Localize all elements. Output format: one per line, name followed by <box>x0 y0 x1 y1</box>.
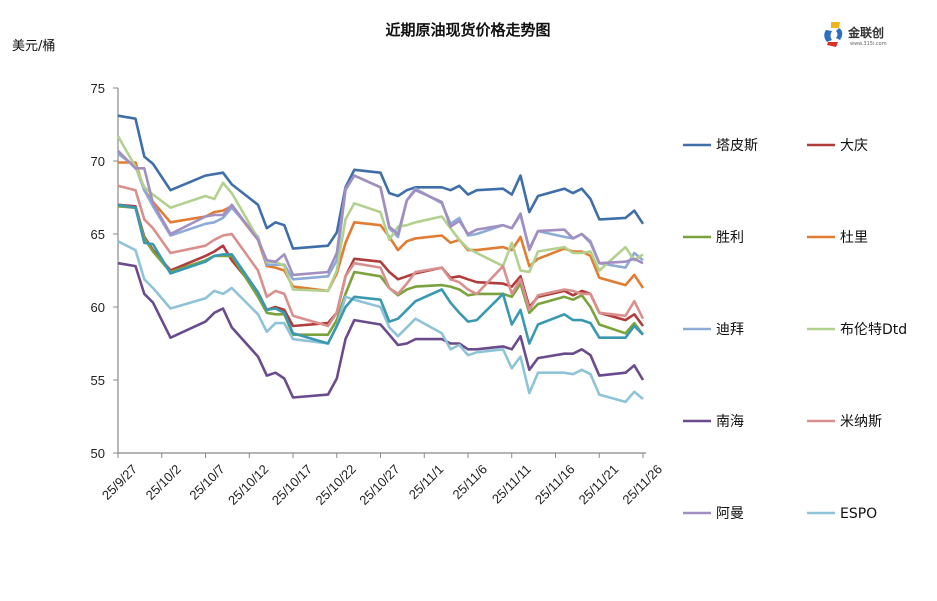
legend-item: ESPO <box>807 506 877 522</box>
x-tick-label: 25/10/12 <box>225 462 271 508</box>
x-tick-label: 25/10/22 <box>312 462 358 508</box>
legend-label: 米纳斯 <box>840 414 882 430</box>
legend-label: 杜里 <box>840 230 868 246</box>
series-line-大庆 <box>117 203 645 328</box>
x-tick-label: 25/11/1 <box>406 462 447 503</box>
series-lines <box>116 114 645 404</box>
series-line-ESPO <box>117 240 644 404</box>
series-line-塔皮斯 <box>117 114 645 250</box>
legend-item: 大庆 <box>807 138 868 154</box>
series-line-布伦特Dtd <box>116 135 644 293</box>
series-line-南海 <box>117 261 645 399</box>
y-tick-label: 55 <box>91 373 105 388</box>
x-tick-label: 25/11/11 <box>489 462 534 507</box>
legend-item: 米纳斯 <box>807 414 882 430</box>
legend-label: ESPO <box>840 506 877 522</box>
y-tick-label: 65 <box>91 227 105 242</box>
y-tick-label: 60 <box>91 300 105 315</box>
y-axis-unit-label: 美元/桶 <box>12 39 55 54</box>
legend-item: 胜利 <box>683 230 744 246</box>
x-tick-label: 25/9/27 <box>99 462 140 503</box>
series-line-unlabeled <box>117 203 644 345</box>
legend-label: 南海 <box>716 414 744 430</box>
chart-title: 近期原油现货价格走势图 <box>385 21 550 39</box>
x-tick-label: 25/11/21 <box>576 462 622 508</box>
logo: 金联创 www.315i.com <box>824 22 887 47</box>
series-line-阿曼 <box>117 149 644 277</box>
y-tick-label: 70 <box>91 154 105 169</box>
legend-item: 迪拜 <box>683 322 744 338</box>
x-tick-label: 25/11/16 <box>532 462 578 508</box>
legend-item: 杜里 <box>807 230 868 246</box>
y-tick-label: 50 <box>91 446 105 461</box>
logo-mark-icon <box>824 22 843 47</box>
legend-label: 大庆 <box>840 138 868 154</box>
legend-label: 布伦特Dtd <box>840 322 907 338</box>
legend-label: 阿曼 <box>716 506 744 522</box>
legend-item: 阿曼 <box>683 506 744 522</box>
y-tick-label: 75 <box>91 81 105 96</box>
legend-label: 塔皮斯 <box>716 138 758 154</box>
x-tick-label: 25/11/6 <box>450 462 491 503</box>
x-tick-label: 25/10/17 <box>269 462 315 508</box>
logo-text: 金联创 <box>847 25 884 40</box>
series-line-米纳斯 <box>117 184 645 328</box>
series-line-迪拜 <box>117 152 644 281</box>
legend-label: 迪拜 <box>716 322 744 338</box>
x-tick-label: 25/10/2 <box>143 462 184 503</box>
x-tick-label: 25/10/7 <box>186 462 227 503</box>
x-tick-label: 25/11/26 <box>619 462 665 508</box>
legend-item: 布伦特Dtd <box>807 322 907 338</box>
logo-subtext: www.315i.com <box>850 41 887 47</box>
x-tick-label: 25/10/27 <box>356 462 402 508</box>
legend-item: 塔皮斯 <box>683 138 758 154</box>
legend-label: 胜利 <box>716 230 744 246</box>
legend-item: 南海 <box>683 414 744 430</box>
